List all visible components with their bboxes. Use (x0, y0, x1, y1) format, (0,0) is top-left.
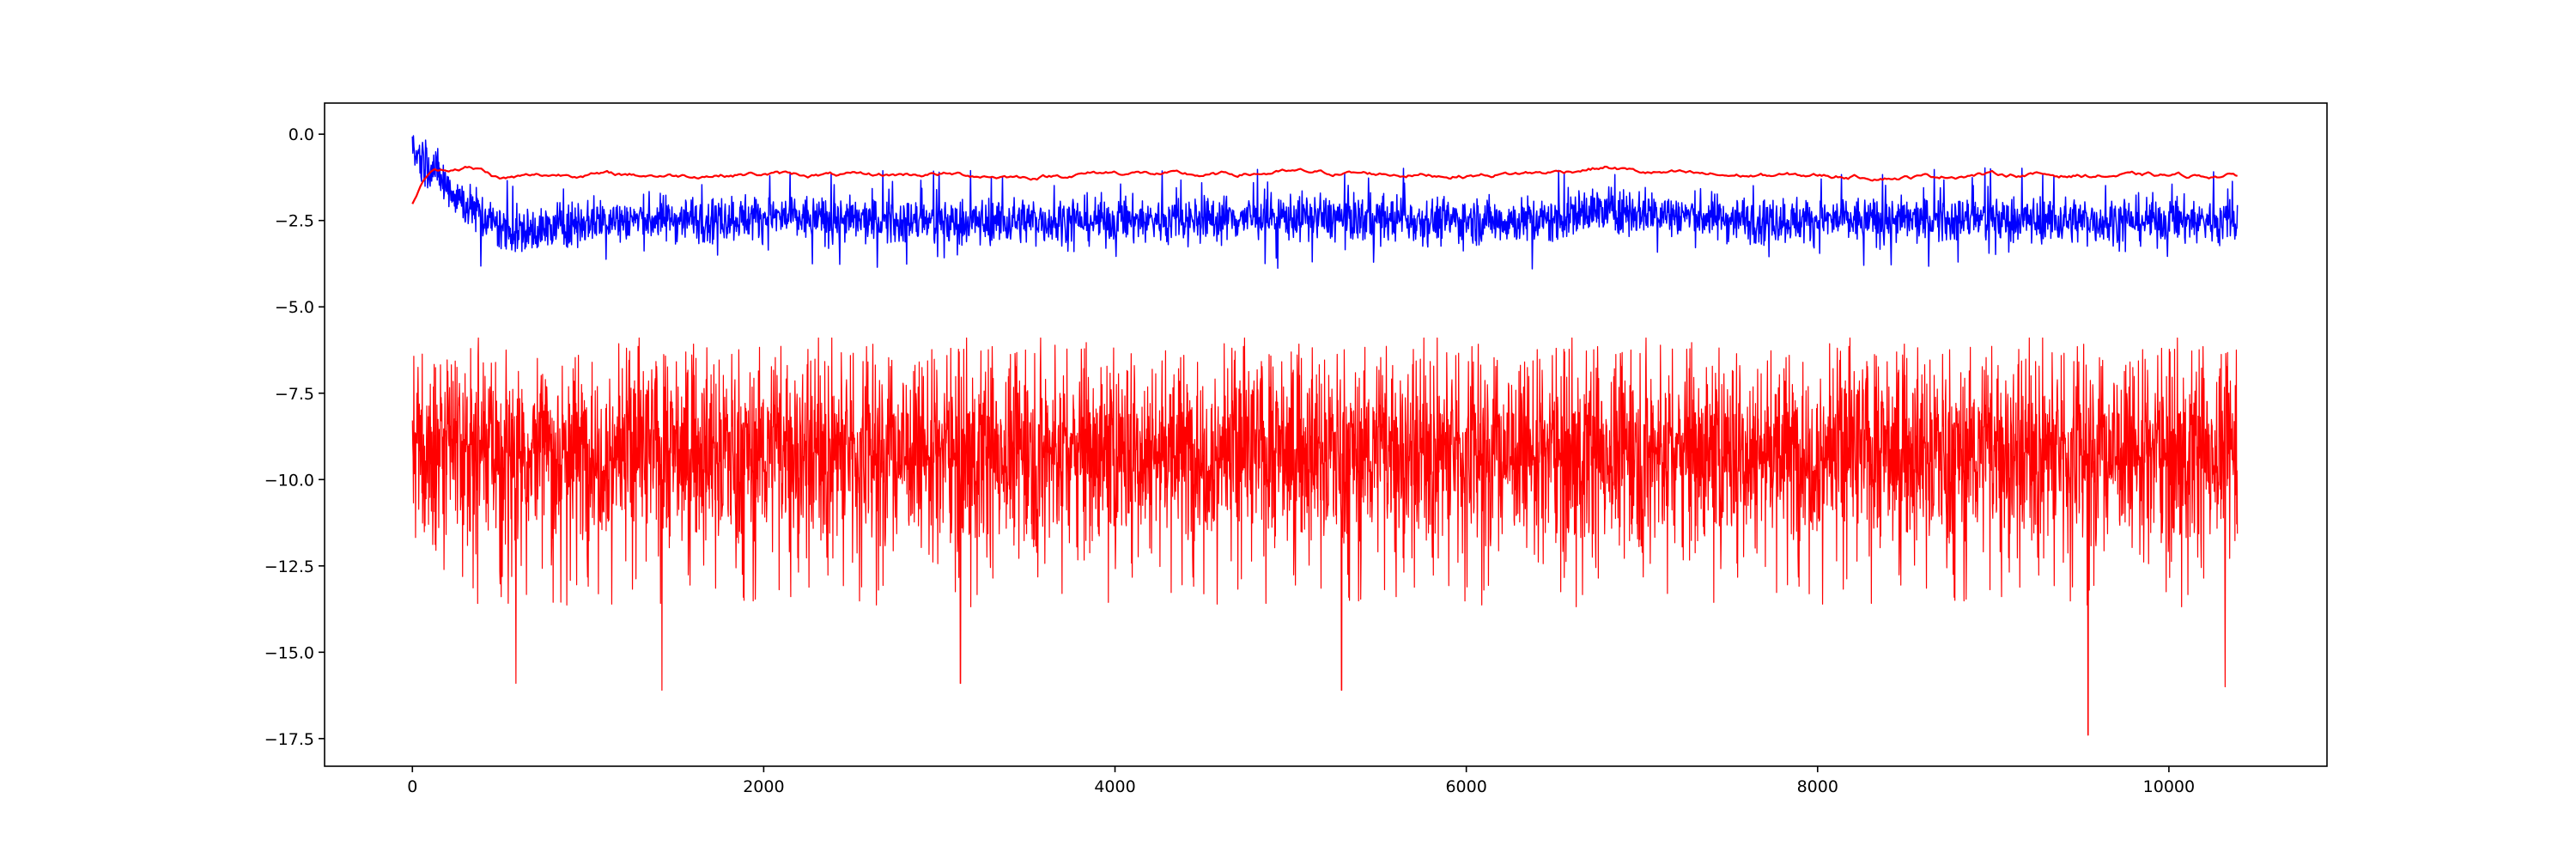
x-tick-label: 6000 (1445, 777, 1486, 796)
x-axis: 0 2000 4000 6000 8000 10000 (407, 766, 2195, 796)
y-tick-label: −15.0 (264, 643, 314, 662)
x-tick-label: 8000 (1797, 777, 1838, 796)
y-tick-label: 0.0 (289, 125, 314, 144)
x-tick-label: 10000 (2143, 777, 2195, 796)
y-tick-label: −10.0 (264, 471, 314, 490)
axes-frame (324, 102, 2328, 767)
y-tick-label: −7.5 (275, 385, 314, 404)
plot-area (324, 102, 2328, 767)
x-tick-label: 4000 (1094, 777, 1135, 796)
series-layer (411, 135, 2239, 736)
y-tick-label: −12.5 (264, 557, 314, 576)
y-axis: 0.0 −2.5 −5.0 −7.5 −10.0 −12.5 −15.0 −17.5 (264, 125, 325, 749)
series-line-middle-blue (411, 135, 2239, 270)
y-tick-label: −17.5 (264, 730, 314, 749)
y-tick-label: −2.5 (275, 212, 314, 231)
series-line-upper-red (411, 165, 2238, 204)
y-tick-label: −5.0 (275, 298, 314, 317)
x-tick-label: 0 (407, 777, 417, 796)
x-tick-label: 2000 (743, 777, 784, 796)
series-line-lower-red (411, 337, 2239, 736)
